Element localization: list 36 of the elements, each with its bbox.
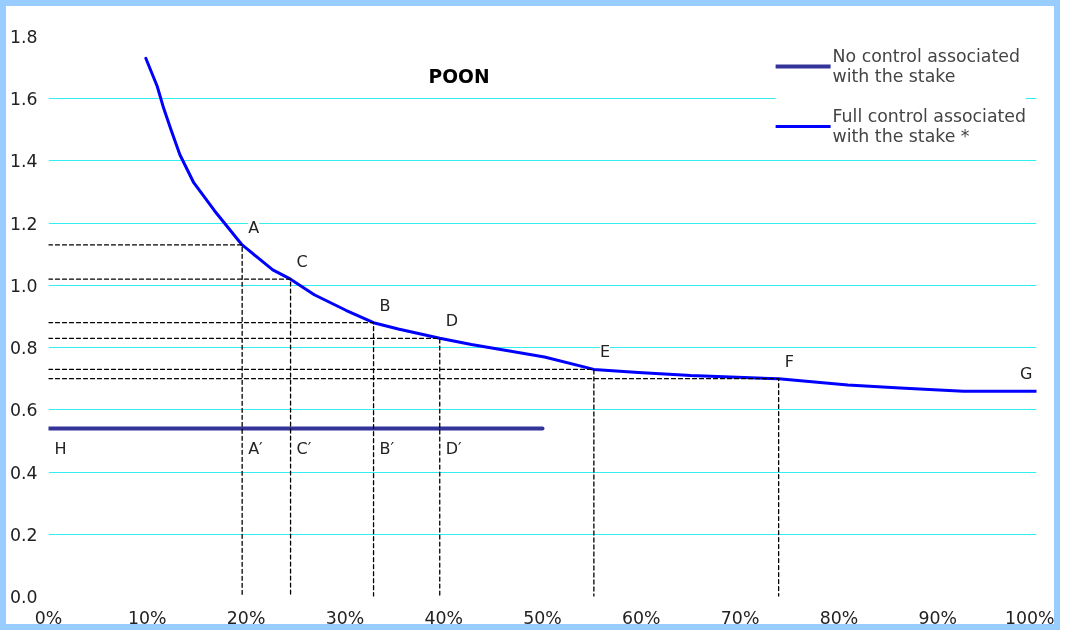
x-tick-label: 90% — [918, 607, 957, 628]
annotation: D — [445, 311, 459, 331]
y-tick-label: 1.0 — [9, 275, 38, 296]
x-tick-label: 50% — [523, 607, 562, 628]
annotation: D′ — [445, 438, 463, 458]
y-tick-label: 1.8 — [9, 27, 38, 47]
legend-label: Full control associated with the stake * — [832, 106, 1026, 146]
y-tick-label: 1.2 — [9, 213, 38, 234]
y-tick-label: 0.2 — [9, 524, 38, 545]
y-tick-label: 0.0 — [9, 587, 38, 607]
annotation: C′ — [296, 438, 312, 458]
y-tick-label: 0.6 — [9, 400, 38, 421]
legend-label: No control associated with the stake — [832, 46, 1020, 86]
annotation: H — [54, 438, 67, 458]
text: POON — [428, 65, 490, 87]
annotation: G — [1020, 364, 1033, 384]
annotation: E — [599, 342, 610, 362]
y-tick-label: 0.8 — [9, 338, 38, 359]
x-tick-label: 100% — [1004, 607, 1055, 628]
x-tick-label: 60% — [622, 607, 661, 628]
annotation: A′ — [248, 438, 264, 458]
annotation: A — [248, 217, 260, 237]
x-tick-label: 20% — [226, 607, 266, 628]
x-tick-label: 70% — [720, 607, 760, 628]
x-tick-label: 10% — [128, 607, 167, 628]
y-tick-label: 0.4 — [9, 462, 38, 483]
x-tick-label: 80% — [819, 607, 859, 628]
y-tick-label: 1.4 — [9, 151, 38, 172]
y-tick-label: 1.6 — [9, 89, 38, 110]
annotation: F — [784, 351, 794, 371]
x-tick-label: 0% — [34, 607, 63, 628]
annotation: C — [296, 252, 308, 272]
annotation: B — [379, 295, 391, 315]
x-tick-label: 30% — [325, 607, 365, 628]
annotation: B′ — [379, 438, 395, 458]
x-tick-label: 40% — [424, 607, 463, 628]
